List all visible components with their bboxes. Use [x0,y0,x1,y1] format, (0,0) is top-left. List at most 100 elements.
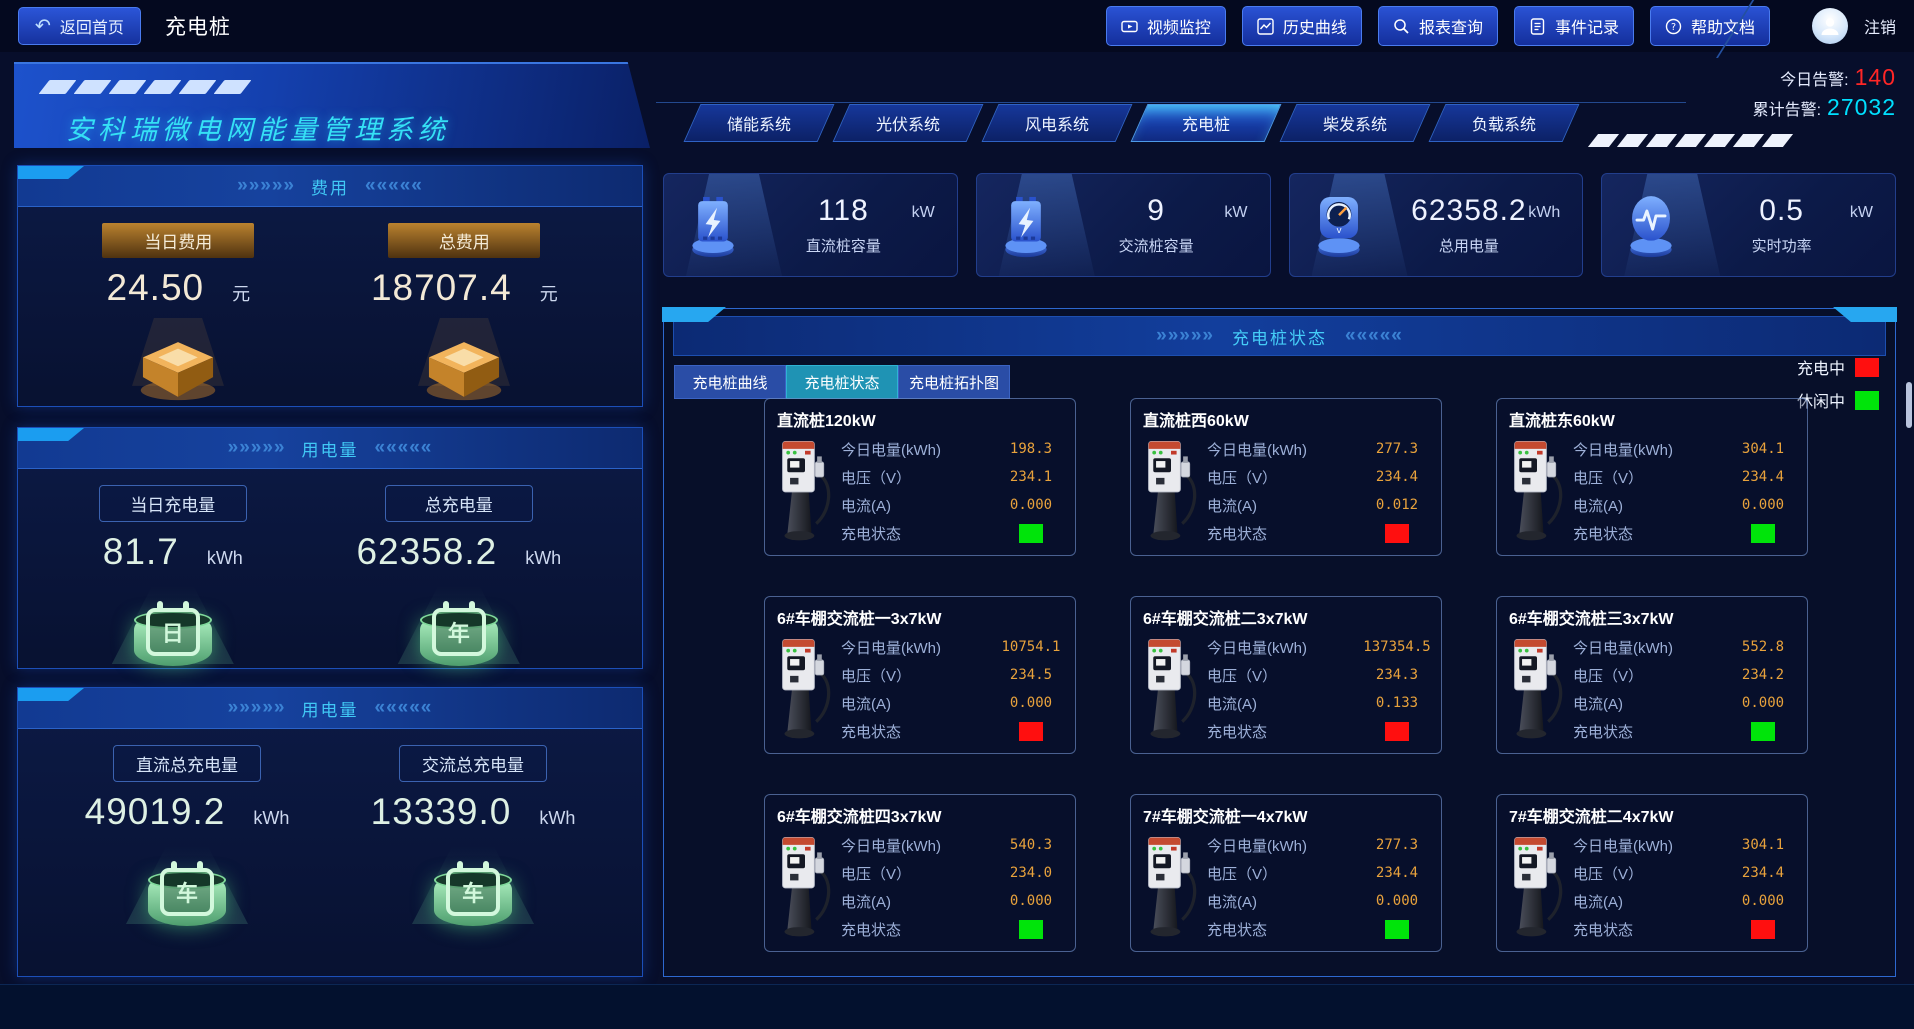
calendar-glyph: 年 [447,621,470,646]
tab-charger-status[interactable]: 充电桩状态 [786,365,898,399]
current-label: 电流(A) [841,497,891,515]
back-arrow-icon: ↶ [35,15,51,37]
status-indicator [1385,523,1409,543]
history-curve-button[interactable]: 历史曲线 [1241,6,1362,46]
total-cost-metric: 总费用 18707.4 元 [371,223,558,410]
current-label: 电流(A) [1573,893,1623,911]
today-alert-label: 今日告警: [1780,72,1849,89]
metric-badge: 交流总充电量 [399,745,547,782]
report-search-icon [1394,18,1409,34]
charger-view-tabs: 充电桩曲线 充电桩状态 充电桩拓扑图 [674,365,1011,399]
charger-name: 直流桩东60kW [1509,413,1615,430]
metric-value: 62358.2 [356,531,498,572]
today-alert-count: 140 [1854,64,1896,90]
charger-card: 7#车棚交流桩一4x7kW 今日电量(kWh) 277.3 电压（V） 234.… [1130,794,1442,952]
energy-value: 277.3 [1375,441,1419,457]
panel-title: 充电桩状态 [1232,328,1327,348]
energy-label: 今日电量(kWh) [841,837,941,855]
nav-tab-load-system[interactable]: 负载系统 [1428,104,1580,142]
tab-charger-curve[interactable]: 充电桩曲线 [674,365,786,399]
panel-title: 费用 [311,178,349,198]
page-title: 充电桩 [164,16,231,39]
svg-text:?: ? [1671,22,1676,33]
charger-icon [1143,434,1199,546]
energy-value: 198.3 [1009,441,1053,457]
voltage-label: 电压（V） [1207,667,1278,685]
current-label: 电流(A) [1573,497,1623,515]
panel-title: 用电量 [301,440,359,460]
voltage-value: 234.4 [1741,469,1785,485]
total-energy-panel: 用电量 直流总充电量 49019.2 kWh 车 交流总充电量 13339.0 [17,687,643,977]
status-indicator [1385,721,1409,741]
stat-card-ac-capacity: 9 kW 交流桩容量 [975,173,1271,277]
nav-tab-charging-pile[interactable]: 充电桩 [1130,104,1282,142]
voltage-label: 电压（V） [1207,865,1278,883]
charger-grid: 直流桩120kW 今日电量(kWh) 198.3 电压（V） 234.1 电流(… [764,398,1808,952]
header-band: 安科瑞微电网能量管理系统 储能系统 光伏系统 风电系统 充电桩 柴发系统 负载系… [0,52,1914,152]
avatar[interactable] [1811,8,1848,44]
hazard-stripes-icon [38,80,252,94]
voltage-label: 电压（V） [1207,469,1278,487]
status-label: 充电状态 [1207,723,1268,741]
report-query-label: 报表查询 [1418,20,1483,37]
scrollbar-thumb[interactable] [1906,382,1912,428]
stat-unit: kWh [1528,204,1561,221]
charger-card: 直流桩东60kW 今日电量(kWh) 304.1 电压（V） 234.4 电流(… [1496,398,1808,556]
calendar-glyph: 车 [175,881,198,906]
nav-tab-wind-power[interactable]: 风电系统 [981,104,1133,142]
charger-card: 7#车棚交流桩二4x7kW 今日电量(kWh) 304.1 电压（V） 234.… [1496,794,1808,952]
metric-unit: kWh [525,548,562,568]
current-value: 0.000 [1009,497,1053,513]
energy-label: 今日电量(kWh) [1207,837,1307,855]
energy-value: 540.3 [1009,837,1053,853]
status-indicator [1385,919,1409,939]
metric-badge: 总费用 [388,223,541,258]
chevron-left-icon [375,437,433,459]
energy-label: 今日电量(kWh) [841,639,941,657]
metric-badge: 当日费用 [102,223,255,258]
video-monitor-icon [1121,20,1138,32]
help-doc-button[interactable]: ? 帮助文档 [1649,6,1770,46]
voltage-value: 234.4 [1375,469,1419,485]
status-label: 充电状态 [841,525,902,543]
report-query-button[interactable]: 报表查询 [1377,6,1498,46]
status-label: 充电状态 [841,921,902,939]
stat-card-dc-capacity: 118 kW 直流桩容量 [663,173,958,277]
energy-value: 304.1 [1741,441,1785,457]
video-monitor-button[interactable]: 视频监控 [1105,6,1226,46]
voltage-value: 234.4 [1375,865,1419,881]
panel-header: 充电桩状态 [673,316,1886,356]
back-home-button[interactable]: ↶ 返回首页 [18,7,141,45]
charger-status-panel: 充电桩状态 充电桩曲线 充电桩状态 充电桩拓扑图 充电中 休闲中 直流桩120k… [663,308,1896,977]
nav-tab-photovoltaic[interactable]: 光伏系统 [832,104,984,142]
metric-value: 81.7 [102,531,179,572]
voltage-value: 234.5 [1009,667,1053,683]
tab-charger-topology[interactable]: 充电桩拓扑图 [898,365,1011,399]
nav-tab-diesel-gen[interactable]: 柴发系统 [1279,104,1431,142]
help-doc-label: 帮助文档 [1690,20,1755,37]
chevron-left-icon [365,175,423,197]
nav-tab-energy-storage[interactable]: 储能系统 [683,104,835,142]
metric-value: 49019.2 [84,791,226,832]
logout-button[interactable]: 注销 [1863,20,1896,37]
metric-unit: 元 [539,284,558,304]
status-label: 充电状态 [1573,525,1634,543]
chevron-right-icon [228,437,286,459]
gold-box-icon [405,318,523,410]
status-legend: 充电中 休闲中 [1797,355,1879,412]
current-value: 0.000 [1741,893,1785,909]
charger-card: 6#车棚交流桩二3x7kW 今日电量(kWh) 137354.5 电压（V） 2… [1130,596,1442,754]
video-monitor-label: 视频监控 [1146,20,1211,37]
brand-box: 安科瑞微电网能量管理系统 [14,62,650,148]
voltage-value: 234.0 [1009,865,1053,881]
voltage-value: 234.1 [1009,469,1053,485]
charger-card: 直流桩120kW 今日电量(kWh) 198.3 电压（V） 234.1 电流(… [764,398,1076,556]
legend-swatch [1855,357,1879,377]
chevron-left-icon [375,697,433,719]
system-nav-tabs: 储能系统 光伏系统 风电系统 充电桩 柴发系统 负载系统 [683,104,1580,142]
topbar: ↶ 返回首页 充电桩 视频监控 历史曲线 报表查询 [0,0,1914,58]
event-log-button[interactable]: 事件记录 [1513,6,1634,46]
nav-tab-label: 充电桩 [1181,117,1230,134]
chevron-left-icon [1345,325,1403,347]
